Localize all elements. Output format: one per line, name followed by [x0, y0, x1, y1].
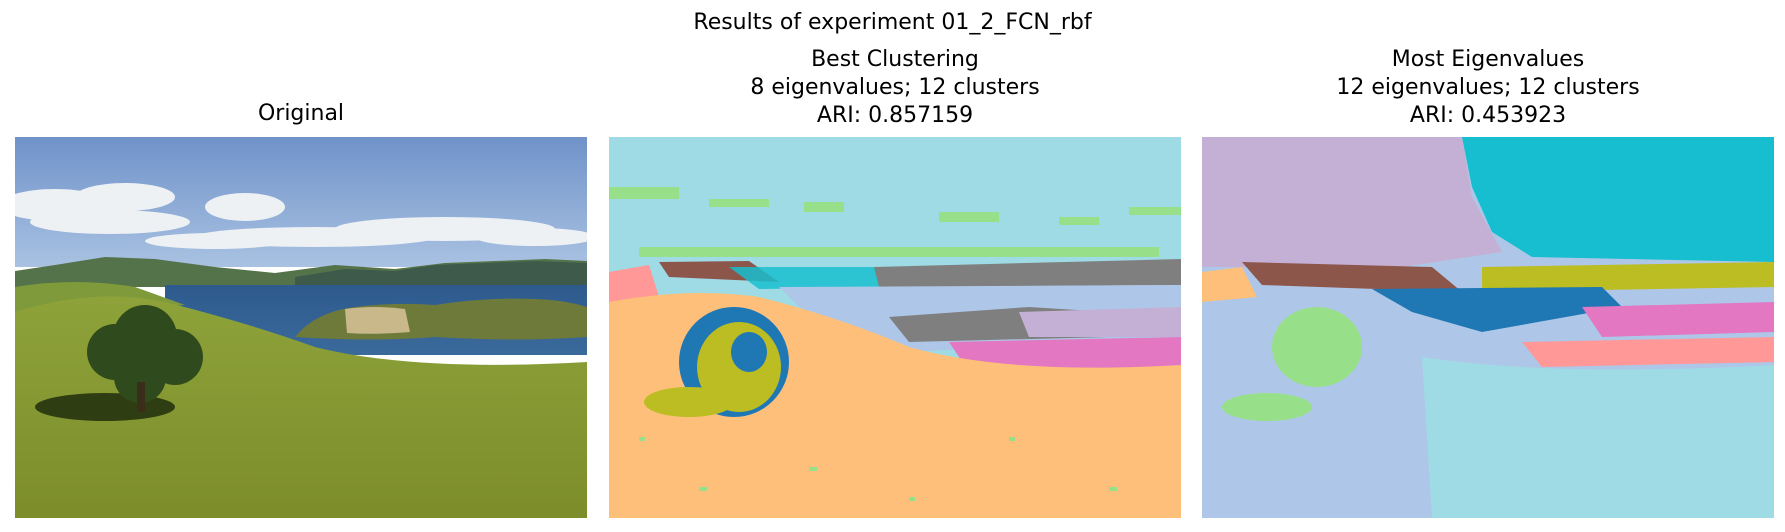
original-image-panel [15, 137, 587, 518]
cluster-cyan [729, 267, 889, 289]
cluster-orange [1202, 267, 1257, 302]
cluster-lavender [1019, 307, 1181, 337]
cluster-tree [644, 307, 789, 417]
island-cliffs [345, 307, 410, 334]
best-clustering-panel [609, 137, 1181, 518]
panel-title-line: 8 eigenvalues; 12 clusters [750, 75, 1040, 100]
cluster-green-specks [609, 187, 1181, 257]
clouds [15, 183, 587, 249]
panel-title-most-eigenvalues: Most Eigenvalues 12 eigenvalues; 12 clus… [1202, 46, 1774, 130]
best-clustering-segmentation [609, 137, 1181, 518]
cluster-light-cyan [1422, 357, 1774, 518]
original-landscape-image [15, 137, 587, 518]
cluster-blue [1372, 287, 1622, 332]
panel-title-line: ARI: 0.857159 [816, 103, 974, 128]
panel-title-line: 12 eigenvalues; 12 clusters [1336, 75, 1640, 100]
cluster-brown [1242, 262, 1462, 292]
cluster-cyan [1462, 137, 1774, 262]
cluster-light-red [609, 265, 659, 302]
most-eigenvalues-panel [1202, 137, 1774, 518]
cluster-light-green-tree [1222, 307, 1362, 421]
cluster-pink [1582, 302, 1774, 337]
cluster-gray-upper [874, 259, 1181, 287]
cluster-pink [949, 337, 1181, 372]
cluster-lavender [1202, 137, 1502, 267]
cluster-green-noise [639, 437, 1117, 501]
panel-title-original: Original [15, 100, 587, 128]
panel-title-line: ARI: 0.453923 [1409, 103, 1567, 128]
panel-title-best-clustering: Best Clustering 8 eigenvalues; 12 cluste… [609, 46, 1181, 130]
cluster-light-red [1522, 337, 1774, 367]
cluster-olive [1482, 262, 1774, 292]
figure-suptitle: Results of experiment 01_2_FCN_rbf [693, 10, 1092, 35]
distant-hills-dark [295, 261, 587, 287]
tree [87, 305, 203, 412]
panel-title-line: Most Eigenvalues [1391, 47, 1585, 72]
most-eigenvalues-segmentation [1202, 137, 1774, 518]
panel-title-line: Original [257, 101, 345, 126]
panel-title-line: Best Clustering [811, 47, 979, 72]
